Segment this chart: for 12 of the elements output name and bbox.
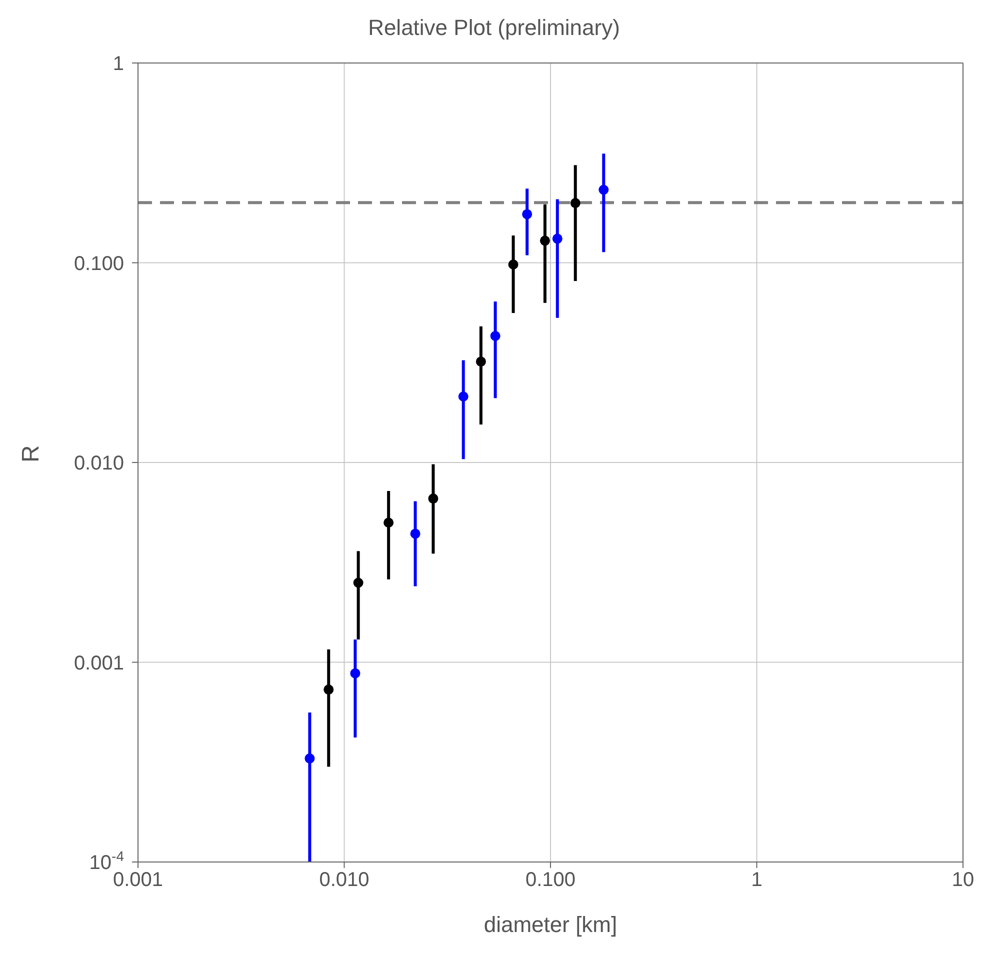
x-tick-label: 0.100 — [525, 869, 576, 891]
y-tick-label: 0.100 — [74, 252, 124, 275]
chart-title: Relative Plot (preliminary) — [367, 14, 621, 42]
x-axis-title: diameter [km] — [484, 912, 618, 937]
x-tick-label: 0.010 — [319, 869, 370, 891]
y-tick-label: 1 — [112, 53, 124, 75]
x-tick-label: 10 — [952, 869, 974, 891]
y-axis-title: R — [18, 445, 45, 462]
x-tick-label: 0.001 — [112, 869, 164, 891]
x-tick-label: 1 — [751, 869, 762, 891]
y-tick-label: 0.010 — [74, 452, 124, 474]
y-tick-label: 0.001 — [74, 652, 124, 674]
